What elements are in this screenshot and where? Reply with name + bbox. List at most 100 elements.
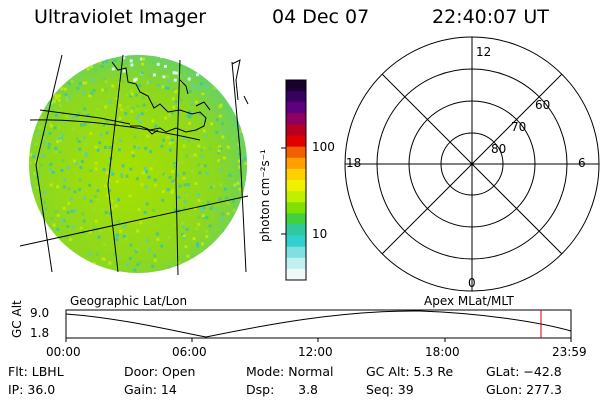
- disk-pixel: [135, 116, 139, 120]
- disk-pixel: [219, 234, 223, 238]
- disk-pixel: [124, 112, 128, 116]
- disk-pixel: [89, 199, 93, 203]
- disk-pixel: [145, 202, 149, 206]
- disk-pixel: [153, 258, 157, 262]
- disk-pixel: [198, 171, 202, 175]
- disk-pixel: [72, 225, 76, 229]
- disk-pixel: [188, 121, 191, 125]
- disk-pixel: [188, 110, 192, 114]
- disk-pixel: [244, 57, 247, 60]
- disk-pixel: [203, 164, 207, 168]
- disk-pixel: [202, 89, 205, 93]
- disk-pixel: [163, 64, 167, 68]
- disk-pixel: [143, 211, 147, 214]
- disk-pixel: [141, 62, 145, 66]
- disk-pixel: [185, 154, 189, 158]
- disk-pixel: [190, 102, 194, 106]
- altitude-plot[interactable]: [65, 309, 572, 342]
- time-tick-0000: 00:00: [46, 345, 81, 359]
- disk-pixel: [210, 122, 214, 126]
- disk-pixel: [181, 221, 185, 225]
- disk-pixel: [146, 81, 150, 84]
- disk-pixel: [189, 268, 193, 271]
- disk-pixel: [56, 227, 60, 231]
- disk-pixel: [201, 60, 205, 64]
- disk-pixel: [144, 167, 147, 171]
- disk-pixel: [105, 150, 109, 154]
- disk-pixel: [78, 178, 82, 182]
- disk-pixel: [32, 96, 36, 100]
- disk-pixel: [203, 69, 207, 73]
- disk-pixel: [58, 150, 62, 154]
- disk-pixel: [83, 196, 87, 200]
- disk-pixel: [196, 242, 200, 246]
- disk-pixel: [111, 67, 115, 71]
- disk-pixel: [237, 88, 241, 92]
- disk-pixel: [81, 212, 85, 216]
- disk-pixel: [60, 169, 64, 172]
- disk-pixel: [136, 229, 140, 233]
- disk-pixel: [222, 130, 226, 134]
- disk-pixel: [196, 244, 200, 248]
- colorbar: [286, 80, 306, 281]
- disk-pixel: [166, 75, 170, 78]
- disk-pixel: [170, 111, 174, 115]
- disk-pixel: [245, 89, 247, 93]
- disk-pixel: [232, 208, 236, 212]
- disk-pixel: [29, 161, 32, 165]
- disk-pixel: [94, 145, 98, 149]
- disk-pixel: [202, 146, 206, 150]
- disk-pixel: [49, 124, 53, 128]
- disk-pixel: [153, 183, 157, 187]
- disk-pixel: [183, 207, 187, 211]
- disk-pixel: [141, 95, 145, 99]
- disk-pixel: [137, 208, 141, 212]
- disk-pixel: [36, 263, 40, 267]
- disk-pixel: [166, 86, 170, 90]
- disk-pixel: [34, 130, 38, 133]
- disk-pixel: [79, 123, 83, 127]
- disk-pixel: [47, 235, 51, 238]
- disk-pixel: [125, 93, 129, 97]
- disk-pixel: [74, 161, 78, 165]
- disk-pixel: [153, 178, 157, 182]
- disk-pixel: [144, 185, 148, 189]
- disk-pixel: [36, 158, 40, 162]
- disk-pixel: [187, 77, 191, 81]
- disk-pixel: [171, 169, 175, 173]
- disk-pixel: [154, 124, 158, 128]
- disk-pixel: [36, 236, 40, 240]
- disk-pixel: [204, 134, 208, 138]
- disk-pixel: [128, 257, 132, 261]
- polar-plot[interactable]: [344, 36, 600, 292]
- disk-pixel: [119, 173, 123, 177]
- info-seq: Seq: 39: [366, 382, 414, 397]
- disk-pixel: [238, 165, 242, 169]
- disk-pixel: [75, 137, 79, 141]
- disk-pixel: [63, 264, 67, 268]
- disk-pixel: [138, 261, 142, 264]
- disk-pixel: [66, 210, 70, 214]
- disk-pixel: [60, 87, 64, 91]
- time-tick-1200: 12:00: [298, 345, 333, 359]
- disk-pixel: [30, 185, 34, 189]
- disk-pixel: [218, 114, 222, 118]
- disk-pixel: [107, 178, 111, 182]
- disk-pixel: [64, 55, 68, 59]
- disk-pixel: [214, 207, 218, 211]
- uv-image-disk[interactable]: [19, 54, 250, 276]
- colorbar-segment: [286, 157, 306, 170]
- disk-pixel: [191, 169, 194, 173]
- disk-pixel: [104, 105, 108, 109]
- disk-pixel: [209, 207, 213, 211]
- disk-pixel: [54, 113, 58, 117]
- disk-pixel: [146, 238, 149, 242]
- info-mode: Mode: Normal: [246, 364, 334, 379]
- disk-pixel: [33, 172, 37, 176]
- disk-pixel: [236, 55, 240, 59]
- disk-pixel: [236, 143, 240, 146]
- disk-pixel: [138, 121, 142, 124]
- disk-pixel: [208, 251, 212, 255]
- disk-pixel: [53, 126, 57, 130]
- disk-pixel: [232, 200, 236, 203]
